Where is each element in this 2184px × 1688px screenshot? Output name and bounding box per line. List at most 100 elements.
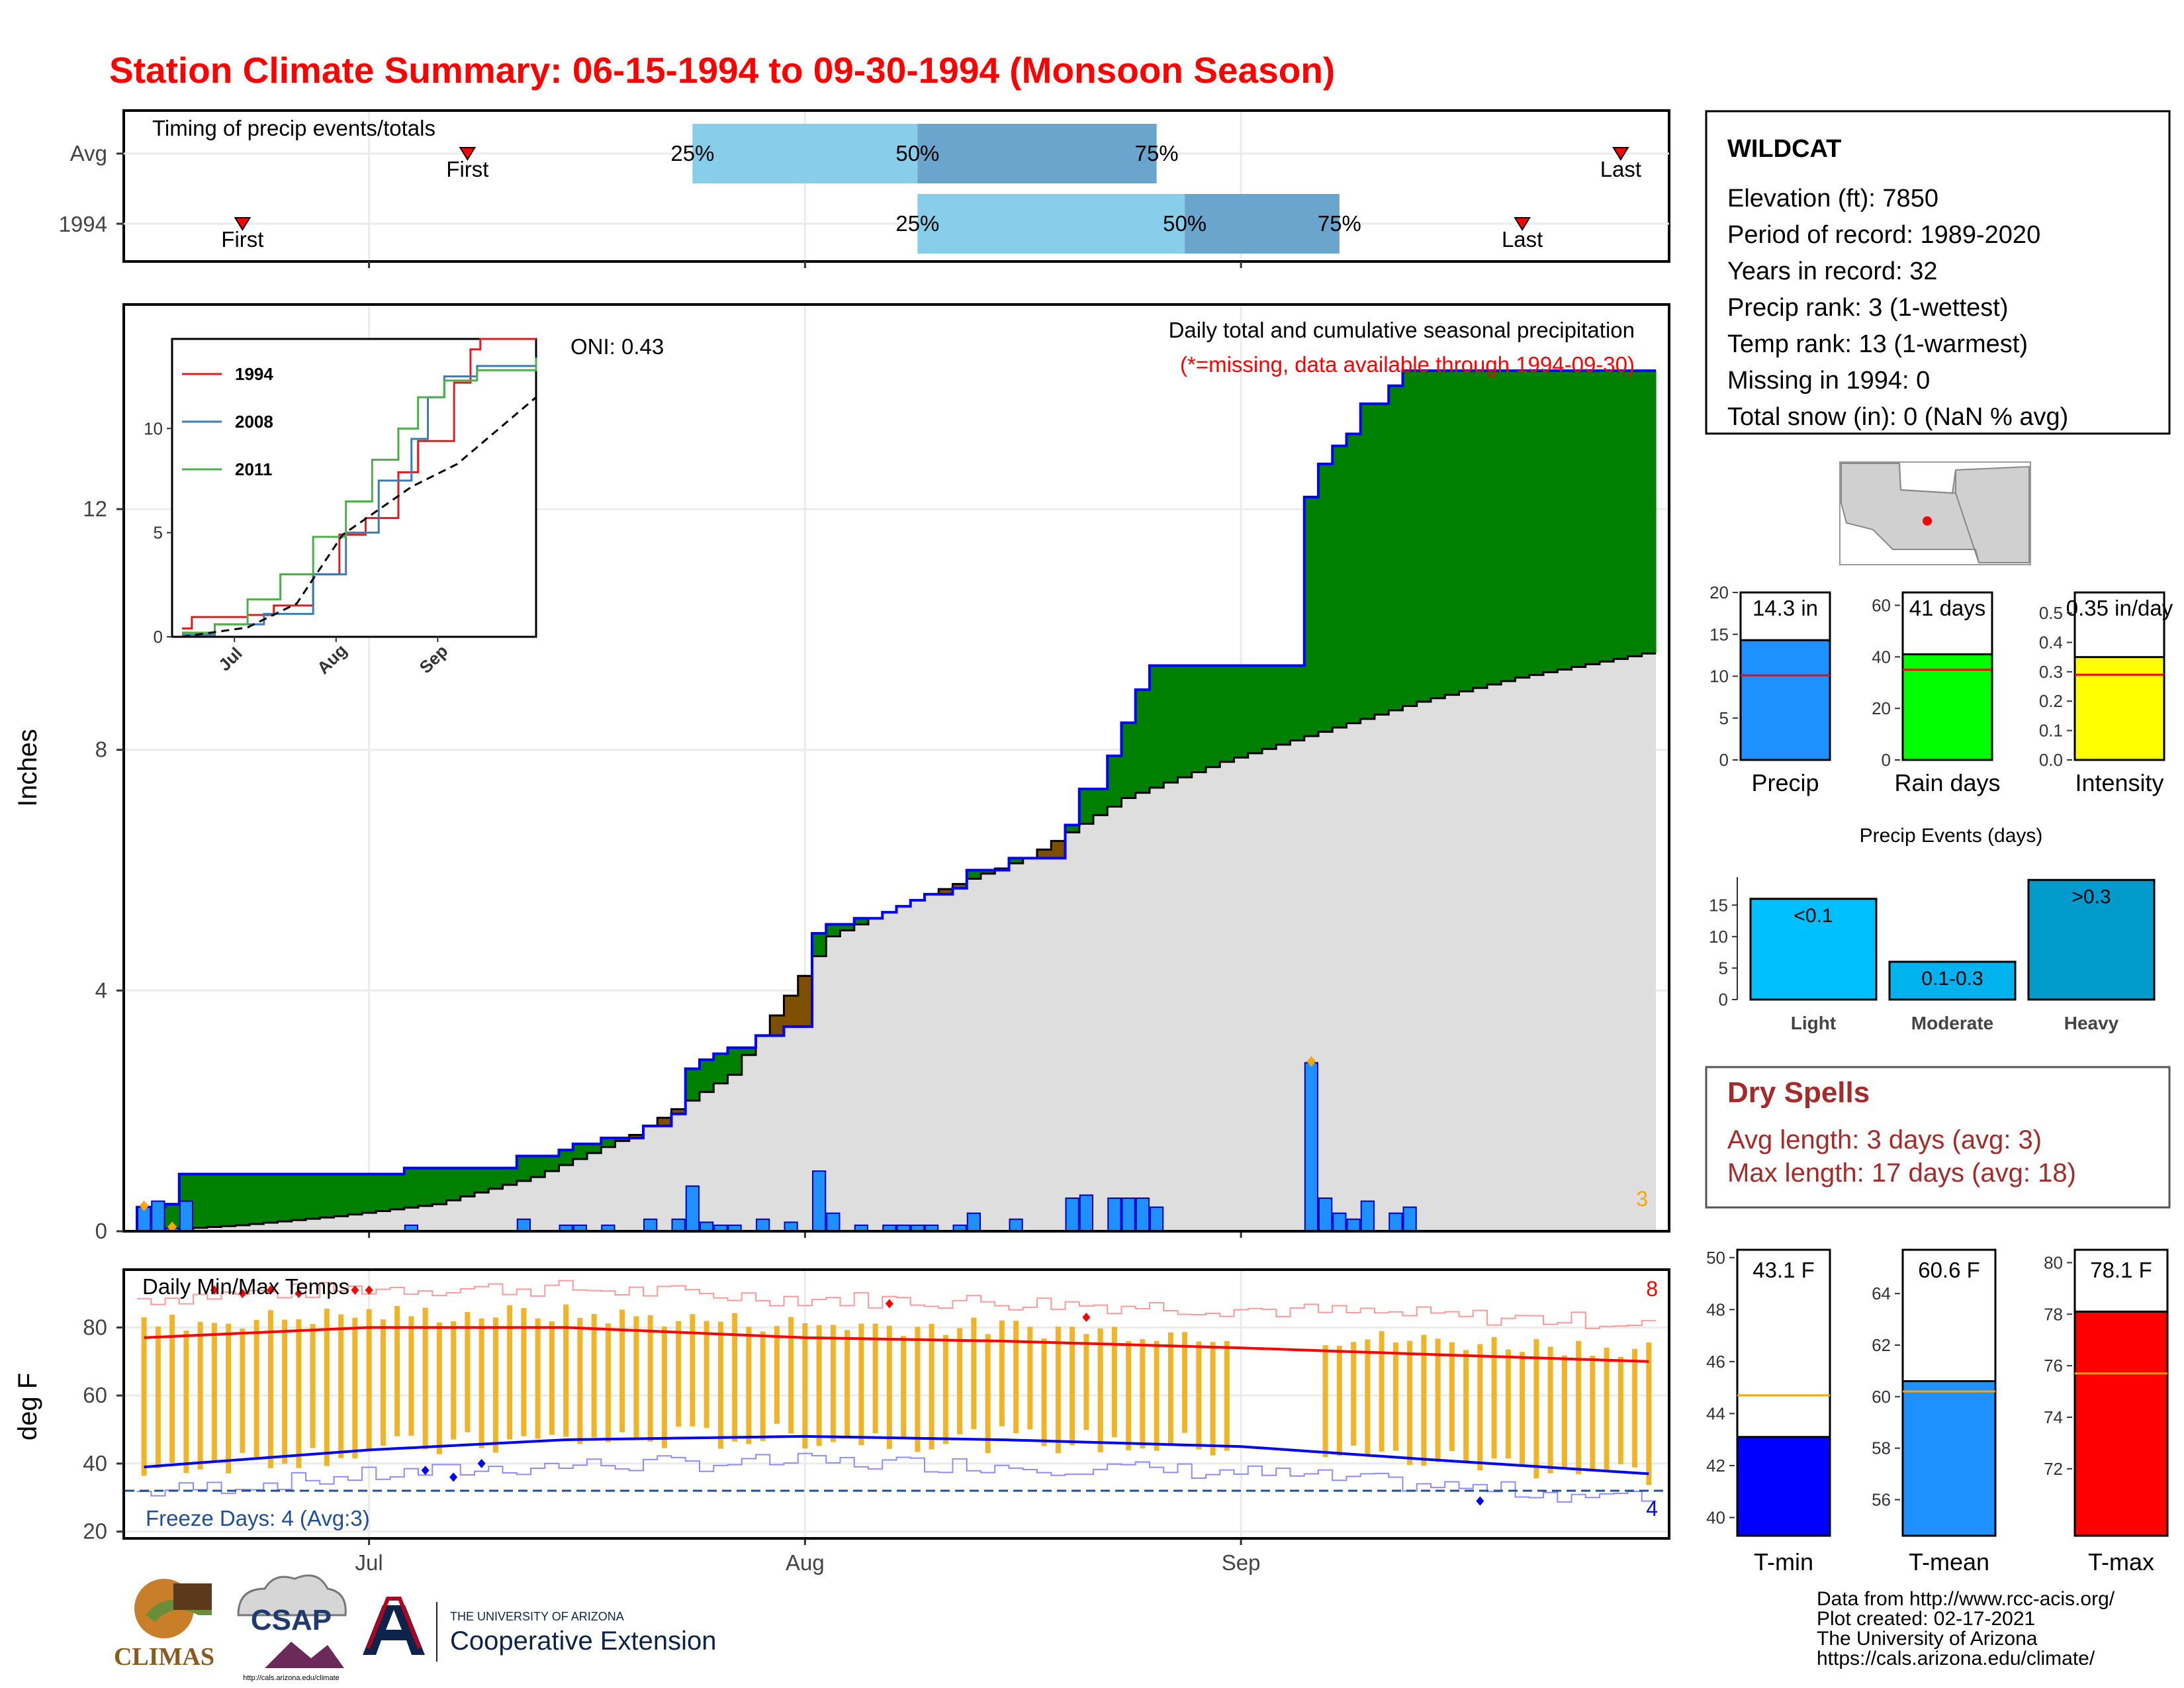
first-event-marker [234,217,251,231]
county-lines [1899,463,1979,563]
surplus-fill [418,1168,433,1206]
mini-bar-ytick-label: 10 [1709,667,1729,686]
surplus-fill [700,1059,714,1092]
surplus-fill [235,1174,250,1225]
timing-pct-label: 75% [1135,141,1179,165]
oni-label: ONI: 0.43 [570,334,664,359]
daily-temp-range-bar [971,1317,977,1429]
record-high-marker [210,1285,218,1295]
min-missing-count: 4 [1646,1497,1658,1521]
record-high-marker [238,1288,247,1298]
timing-pct-label: 50% [1163,211,1206,236]
footer-line-4: https://cals.arizona.edu/climate/ [1817,1648,2095,1669]
temp-bar-ytick-label: 50 [1706,1248,1725,1268]
dry-spells-title: Dry Spells [1727,1076,1870,1109]
mini-bar-value-label: 0.35 in/day [2066,596,2173,620]
ua-extension-text: Cooperative Extension [450,1626,716,1656]
missing-data-marker [167,1221,177,1233]
inset-legend-label: 2011 [235,459,272,479]
daily-temp-range-bar [1379,1331,1385,1452]
daily-temp-range-bar [760,1331,766,1441]
month-label-sep: Sep [1222,1550,1261,1575]
csap-url: http://cals.arizona.edu/climate [243,1674,340,1682]
cumulative-1994-line [136,369,1656,1231]
daily-temp-range-bar [1491,1337,1497,1459]
climas-wordmark: CLIMAS [114,1643,214,1671]
daily-temp-range-bar [282,1319,288,1464]
surplus-fill [1163,665,1179,783]
daily-temp-range-bar [1097,1328,1103,1452]
daily-temp-range-bar [1520,1352,1525,1467]
footer-credits: Data from http://www.rcc-acis.org/ Plot … [1817,1588,2115,1669]
missing-data-marker [139,1200,149,1211]
station-frame [1705,110,2171,435]
surplus-fill [376,1174,391,1211]
record-min-envelope [137,1452,1656,1503]
surplus-fill [1262,665,1277,749]
surplus-fill [1346,434,1361,724]
daily-temp-range-bar [591,1313,597,1438]
temp-bar-label: T-mean [1909,1548,1989,1575]
footer-line-2: Plot created: 02-17-2021 [1817,1608,2035,1630]
deficit-fill [1037,849,1052,859]
inset-series-2011 [182,357,537,634]
daily-temp-range-bar [1013,1321,1019,1434]
daily-temp-range-bar [1463,1350,1469,1462]
surplus-fill [1191,665,1206,773]
daily-precip-bar [1065,1197,1079,1232]
inset-legend-label: 1994 [235,364,273,384]
daily-temp-range-bar [1435,1338,1441,1462]
mini-bar-ytick-label: 0 [1719,750,1729,770]
surplus-fill [840,924,855,931]
daily-temp-range-bar [1604,1347,1610,1470]
record-low-marker [477,1458,486,1468]
surplus-fill [1360,404,1375,719]
daily-temp-range-bar [802,1323,808,1449]
daily-temp-range-bar [197,1321,203,1470]
surplus-fill [1585,371,1600,665]
surplus-fill [615,1138,630,1141]
surplus-fill [981,870,995,874]
temp-bar-ytick-label: 46 [1706,1352,1725,1372]
temp-bar-ytick-label: 58 [1872,1438,1891,1458]
daily-temp-range-bar [1505,1349,1511,1459]
mini-bar-label: Rain days [1894,769,2000,796]
mini-bar-precip [1739,639,1831,761]
surplus-fill [277,1174,293,1222]
daily-temp-range-bar [872,1323,878,1434]
surplus-fill [263,1174,279,1223]
surplus-fill [1150,665,1164,788]
first-event-marker [459,147,477,161]
daily-temp-range-bar [465,1312,471,1432]
mini-bar-ytick-label: 0.4 [2039,632,2063,652]
daily-temp-range-bar [690,1314,696,1427]
events-bar-label: <0.1 [1794,905,1833,927]
timing-pct-label: 75% [1318,211,1361,236]
temp-ytick-label: 40 [83,1451,107,1476]
daily-temp-range-bar [253,1319,259,1458]
mini-bar-ytick-label: 5 [1719,708,1729,728]
temp-ytick-label: 80 [83,1315,107,1339]
surplus-fill [320,1174,335,1218]
station-detail-line: Missing in 1994: 0 [1727,367,1930,395]
inset-series-2008 [182,357,537,636]
record-max-envelope [137,1280,1656,1329]
station-detail-line: Temp rank: 13 (1-warmest) [1727,330,2028,358]
last-event-marker [1514,217,1531,231]
timing-bar-25-50 [692,124,918,183]
surplus-fill [1473,371,1488,688]
university-logo: THE UNIVERSITY OF ARIZONA Cooperative Ex… [363,1597,716,1662]
surplus-fill [1641,371,1657,654]
surplus-fill [221,1174,236,1227]
deficit-fill [784,996,799,1027]
record-low-marker [449,1472,458,1482]
daily-temp-range-bar [1617,1356,1623,1464]
location-map [1839,461,2031,565]
daily-temp-range-bar [774,1326,780,1424]
daily-temp-range-bar [732,1313,738,1442]
surplus-fill [685,1068,700,1101]
daily-temp-range-bar [929,1323,934,1450]
surplus-fill [1220,665,1235,762]
daily-temp-range-bar [619,1309,625,1432]
